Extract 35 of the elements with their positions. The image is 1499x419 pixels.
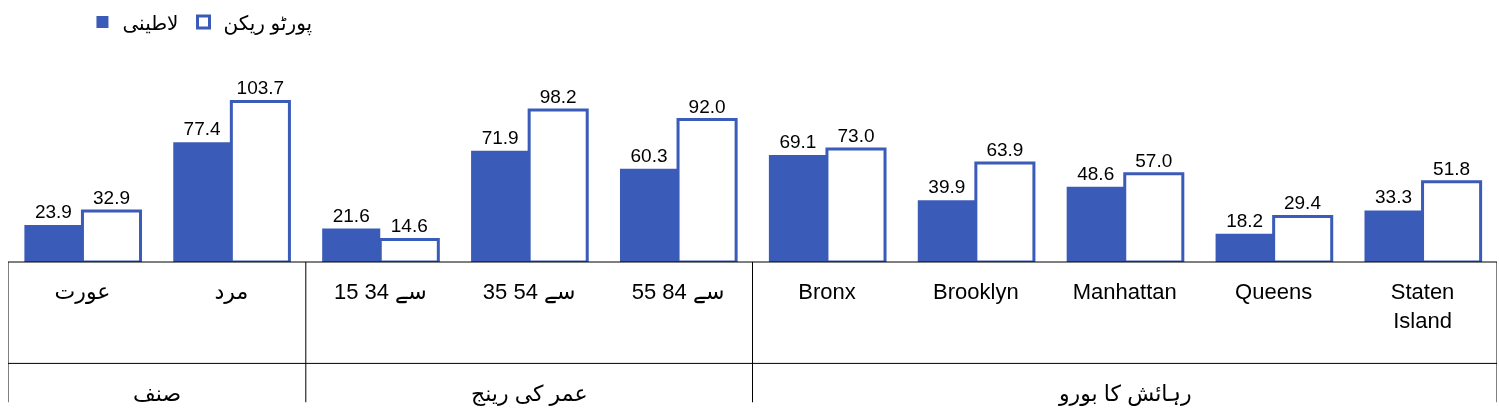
text: صنف bbox=[133, 381, 182, 406]
data-label: 48.6 bbox=[1077, 162, 1115, 184]
data-label: 39.9 bbox=[928, 176, 966, 198]
data-label: 21.6 bbox=[332, 204, 370, 226]
x-tick-label: Queens bbox=[1235, 279, 1313, 304]
x-tick-label: Staten Island bbox=[1390, 279, 1455, 333]
data-label: 77.4 bbox=[183, 118, 222, 140]
x-tick-label: عورت bbox=[54, 279, 111, 304]
legend-label: پورٹو ریکن bbox=[223, 11, 313, 36]
x-tick-label: مرد bbox=[214, 279, 249, 304]
x-tick-label: Brooklyn bbox=[933, 279, 1019, 304]
data-label: 103.7 bbox=[236, 77, 285, 99]
data-label: 71.9 bbox=[481, 126, 519, 148]
x-tick-label: Manhattan bbox=[1072, 279, 1177, 304]
x-tick-label: 55 سے 84 bbox=[631, 279, 725, 304]
data-label: 32.9 bbox=[92, 187, 130, 209]
data-label: 33.3 bbox=[1375, 186, 1413, 208]
text: عمر کی رینج bbox=[471, 381, 588, 406]
text: رہائش کا بورو bbox=[1058, 381, 1192, 407]
data-label: 18.2 bbox=[1226, 209, 1264, 231]
data-label: 60.3 bbox=[630, 144, 668, 166]
data-label: 23.9 bbox=[34, 201, 72, 222]
data-label: 29.4 bbox=[1283, 192, 1322, 214]
data-label: 51.8 bbox=[1433, 157, 1471, 179]
x-tick-label: 15 سے 34 bbox=[333, 279, 427, 304]
data-label: 57.0 bbox=[1135, 149, 1173, 171]
data-label: 63.9 bbox=[986, 139, 1024, 161]
data-label: 92.0 bbox=[688, 95, 726, 117]
data-label: 73.0 bbox=[837, 124, 875, 146]
x-tick-label: 35 سے 54 bbox=[482, 279, 576, 304]
legend-label: لاطینی bbox=[122, 11, 179, 34]
data-label: 69.1 bbox=[779, 131, 817, 153]
data-label: 14.6 bbox=[390, 215, 428, 237]
data-label: 98.2 bbox=[539, 85, 577, 107]
x-tick-label: Bronx bbox=[798, 279, 856, 304]
